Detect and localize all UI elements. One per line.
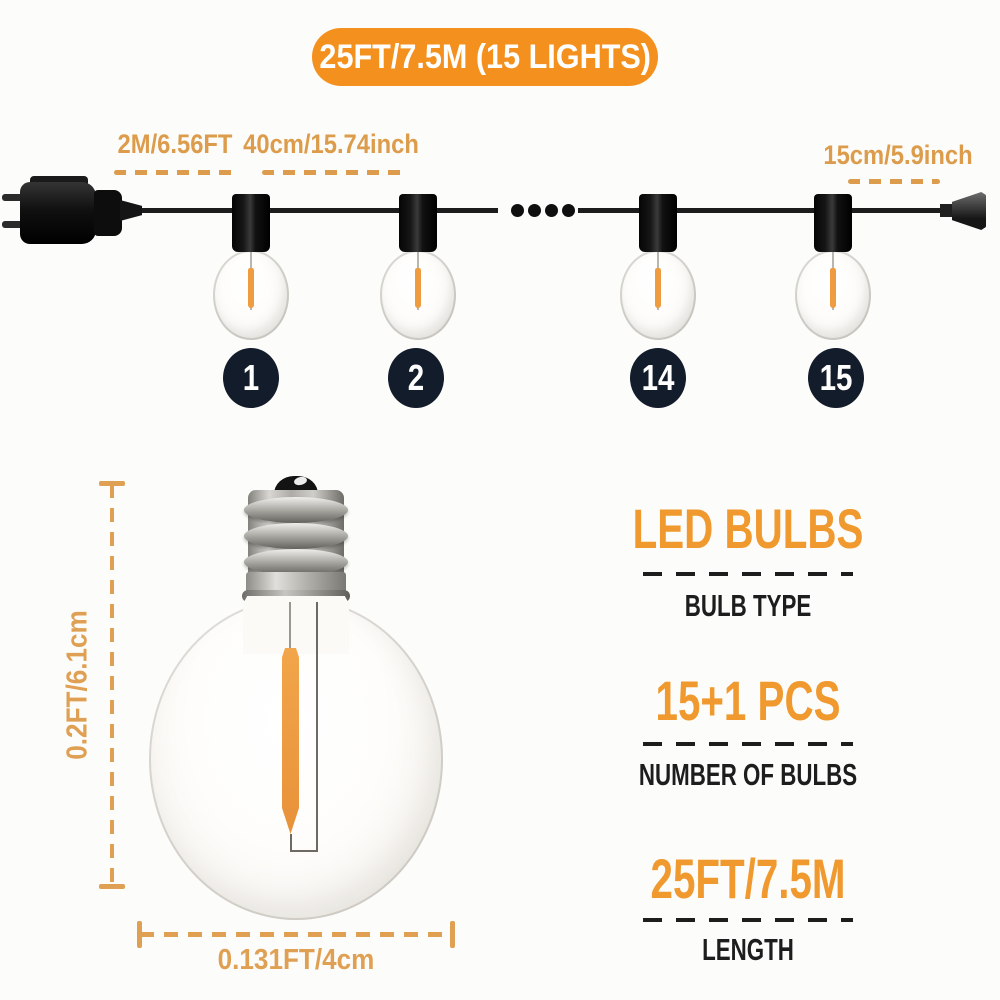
bulb-number: 1 xyxy=(242,357,260,398)
bulb-number-badge: 1 xyxy=(223,348,279,408)
spec-divider xyxy=(643,918,853,922)
light-socket-icon xyxy=(399,194,437,252)
dot-icon xyxy=(528,204,541,217)
length-badge-label: 25FT/7.5M (15 LIGHTS) xyxy=(319,37,651,76)
screw-thread-icon xyxy=(244,549,348,575)
power-plug-icon xyxy=(20,182,96,244)
filament-wire-icon xyxy=(316,602,318,852)
bulb-height-label: 0.2FT/6.1cm xyxy=(61,610,94,760)
measure-cap xyxy=(99,884,125,889)
spec-label-length: LENGTH xyxy=(702,932,794,967)
lead-length-label: 2M/6.56FT xyxy=(117,129,233,159)
measure-cap xyxy=(137,921,142,948)
bulb-number-badge: 2 xyxy=(388,348,444,408)
string-wire-left-segment xyxy=(118,208,498,213)
filament-icon xyxy=(282,648,299,834)
screw-thread-icon xyxy=(244,523,348,549)
string-light-unit xyxy=(620,194,696,346)
filament-icon xyxy=(655,268,661,308)
filament-wire-icon xyxy=(289,602,291,652)
dot-icon xyxy=(511,204,524,217)
power-plug-icon xyxy=(94,190,122,236)
end-connector-icon xyxy=(952,192,986,230)
screw-base-icon xyxy=(246,572,346,594)
plug-prong-icon xyxy=(2,194,24,201)
spec-divider xyxy=(643,572,853,576)
string-light-unit xyxy=(795,194,871,346)
bulb-width-label: 0.131FT/4cm xyxy=(217,944,375,976)
string-light-unit xyxy=(380,194,456,346)
string-light-unit xyxy=(213,194,289,346)
bulb-number-badge: 14 xyxy=(630,348,686,408)
spec-value-number-of-bulbs: 15+1 PCS xyxy=(655,669,841,732)
spec-label-bulb-type: BULB TYPE xyxy=(684,588,812,623)
bulb-number: 15 xyxy=(819,357,853,398)
glass-globe-neck xyxy=(243,596,349,654)
end-spacing-label: 15cm/5.9inch xyxy=(823,140,973,170)
bulb-number: 2 xyxy=(407,357,425,398)
dot-icon xyxy=(562,204,575,217)
screw-thread-icon xyxy=(244,497,348,523)
light-socket-icon xyxy=(814,194,852,252)
filament-icon xyxy=(415,268,421,308)
plug-prong-icon xyxy=(2,221,24,228)
end-spacing-dash-line xyxy=(848,179,940,184)
ellipsis-dots-icon xyxy=(511,204,575,217)
bulb-height-dash-line xyxy=(110,484,114,886)
dot-icon xyxy=(545,204,558,217)
spec-value-bulb-type: LED BULBS xyxy=(632,497,864,560)
lead-length-dash-line xyxy=(114,170,236,175)
filament-wire-icon xyxy=(290,834,292,852)
bulb-spacing-dash-line xyxy=(262,170,402,175)
spec-divider xyxy=(643,742,853,746)
light-socket-icon xyxy=(639,194,677,252)
string-wire-right-segment xyxy=(578,208,946,213)
measure-cap xyxy=(99,481,125,486)
spec-label-number-of-bulbs: NUMBER OF BULBS xyxy=(638,757,858,792)
filament-icon xyxy=(248,268,254,308)
measure-cap xyxy=(450,921,455,948)
bulb-number: 14 xyxy=(641,357,675,398)
filament-wire-icon xyxy=(290,850,318,852)
light-socket-icon xyxy=(232,194,270,252)
bulb-spacing-label: 40cm/15.74inch xyxy=(243,129,419,159)
length-badge: 25FT/7.5M (15 LIGHTS) xyxy=(312,28,658,86)
bulb-width-dash-line xyxy=(140,932,452,937)
power-plug-icon xyxy=(120,200,142,221)
bulb-number-badge: 15 xyxy=(808,348,864,408)
spec-value-length: 25FT/7.5M xyxy=(650,847,846,910)
filament-icon xyxy=(830,268,836,308)
